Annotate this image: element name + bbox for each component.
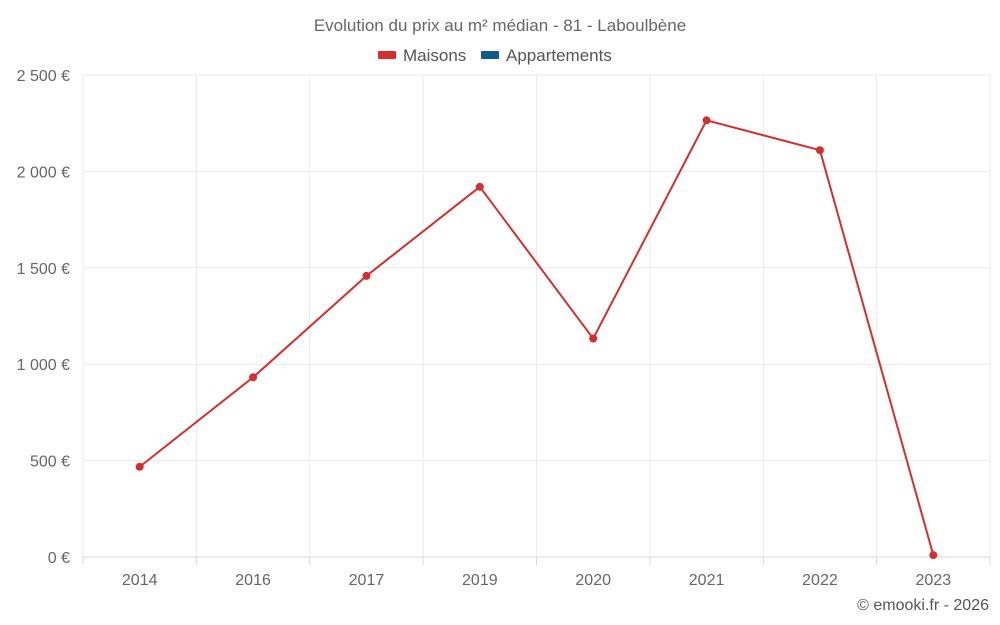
legend-label-appartements: Appartements <box>506 46 612 65</box>
x-tick-label: 2019 <box>462 572 498 589</box>
data-point[interactable] <box>249 373 258 382</box>
credit-text: © emooki.fr - 2026 <box>857 597 989 614</box>
x-axis: 2014 2016 2017 2019 2020 2021 2022 2023 <box>82 556 991 589</box>
x-tick-label: 2021 <box>689 572 725 589</box>
chart-title: Evolution du prix au m² médian - 81 - La… <box>314 16 686 35</box>
data-point[interactable] <box>589 334 598 343</box>
y-axis: 0 € 500 € 1 000 € 1 500 € 2 000 € 2 500 € <box>17 68 70 567</box>
data-point[interactable] <box>702 116 711 125</box>
y-tick-label: 0 € <box>48 550 70 567</box>
y-tick-label: 500 € <box>30 454 70 471</box>
legend: Maisons Appartements <box>378 46 612 65</box>
x-tick-label: 2020 <box>575 572 611 589</box>
y-tick-label: 1 000 € <box>17 357 70 374</box>
data-point[interactable] <box>362 271 371 280</box>
x-tick-label: 2023 <box>916 572 952 589</box>
legend-label-maisons: Maisons <box>403 46 466 65</box>
x-tick-label: 2016 <box>235 572 271 589</box>
data-point[interactable] <box>815 146 824 155</box>
y-tick-label: 1 500 € <box>17 261 70 278</box>
x-tick-label: 2017 <box>349 572 385 589</box>
y-tick-label: 2 000 € <box>17 164 70 181</box>
legend-item-maisons[interactable]: Maisons <box>378 46 466 65</box>
x-tick-label: 2022 <box>802 572 838 589</box>
legend-swatch-maisons <box>378 51 396 59</box>
data-point[interactable] <box>929 551 938 560</box>
data-point[interactable] <box>135 462 144 471</box>
y-tick-label: 2 500 € <box>17 68 70 85</box>
data-point[interactable] <box>475 182 484 191</box>
legend-swatch-appartements <box>481 51 499 59</box>
series-line-maisons <box>139 119 935 556</box>
legend-item-appartements[interactable]: Appartements <box>481 46 612 65</box>
grid <box>82 74 991 557</box>
x-tick-label: 2014 <box>122 572 158 589</box>
series-layer <box>135 116 938 560</box>
